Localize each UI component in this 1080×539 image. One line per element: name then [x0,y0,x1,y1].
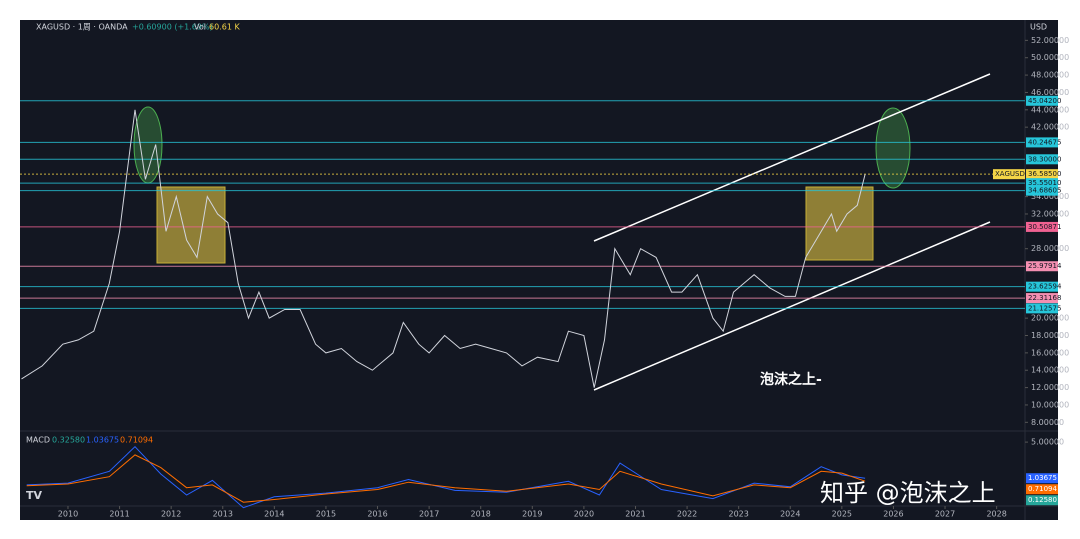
level-label: 40.24675 [1028,138,1061,146]
currency: USD [1030,23,1047,32]
drawings [20,73,1025,391]
level-tag [1026,221,1058,232]
level-label: 22.31168 [1028,294,1061,302]
y-tick-label: 14.00000 [1031,366,1069,375]
x-tick-label: 2022 [677,510,697,519]
value-tag-label: 0.71094 [1028,485,1057,493]
logo: TV [26,489,43,502]
level-label: 34.68605 [1028,187,1061,195]
legend-value: 1.03675 [86,436,119,445]
box [156,186,226,264]
x-tick-label: 2011 [109,510,129,519]
y-tick-label: 28.00000 [1031,244,1069,253]
x-tick-label: 2010 [58,510,78,519]
y-tick-label: 16.00000 [1031,348,1069,357]
value-tag-label: 0.12580 [1028,496,1057,504]
x-tick-label: 2012 [161,510,181,519]
level-label: 25.97914 [1028,262,1062,270]
x-tick-label: 2026 [883,510,903,519]
level-label: 23.62594 [1028,283,1062,291]
level-label: 30.50871 [1028,223,1061,231]
symbol: XAGUSD · 1周 · OANDA [36,23,128,32]
y-tick-label: 12.00000 [1031,383,1069,392]
level-tag [1026,154,1058,165]
volume-label: Vol [194,23,206,32]
y-tick-label: 32.00000 [1031,209,1069,218]
y-tick-label: 42.00000 [1031,123,1069,132]
y-tick-label: 34.00000 [1031,192,1069,201]
level-label: 35.55010 [1028,179,1061,187]
price-line [21,109,866,388]
level-tag [1026,281,1058,292]
change: +0.60900 (+1.69%) [132,23,213,32]
value-tag [1026,473,1058,484]
x-tick-label: 2027 [935,510,955,519]
level-tag [1026,293,1058,304]
volume: 60.61 K [209,23,240,32]
y-tick-label: 20.00000 [1031,314,1069,323]
value-tag-label: 1.03675 [1028,474,1057,482]
watermark: 知乎 @泡沫之上 [820,479,996,507]
panel [20,20,1058,520]
y-tick-label: 50.00000 [1031,53,1069,62]
y-tick-label: 46.00000 [1031,88,1069,97]
x-tick-label: 2025 [832,510,852,519]
box [805,186,874,261]
y-tick-label: 18.00000 [1031,331,1069,340]
value-tag [1026,495,1058,506]
y-tick-label: 48.00000 [1031,71,1069,80]
channel-line [593,73,991,242]
level-label: 38.30000 [1028,155,1061,163]
symbol-tag [993,169,1025,180]
x-tick-label: 2024 [780,510,800,519]
level-tag [1026,303,1058,314]
channel-line [593,221,991,391]
value-tag [1026,484,1058,495]
y-tick-label: 8.00000 [1031,418,1064,427]
level-tag [1026,178,1058,189]
x-tick-label: 2017 [419,510,439,519]
y-tick-label: 10.00000 [1031,400,1069,409]
x-tick-label: 2023 [728,510,748,519]
x-tick-label: 2019 [522,510,542,519]
level-tag [1026,169,1058,180]
legend-value: 0.71094 [120,436,153,445]
x-tick-label: 2014 [264,510,284,519]
level-tag [1026,261,1058,272]
x-tick-label: 2020 [574,510,594,519]
y-tick-label: 44.00000 [1031,105,1069,114]
x-tick-label: 2021 [625,510,645,519]
symbol-tag-label: XAGUSD [995,170,1025,178]
y-tick-label: 5.00000 [1031,438,1064,447]
level-label: 36.58500 [1028,170,1061,178]
x-tick-label: 2018 [471,510,491,519]
x-tick-label: 2028 [986,510,1006,519]
x-tick-label: 2016 [367,510,387,519]
legend-value: 0.32580 [52,436,85,445]
macd-title: MACD [26,436,50,445]
level-label: 21.12575 [1028,304,1061,312]
x-tick-label: 2013 [213,510,233,519]
price-line [26,454,866,503]
y-tick-label: 52.00000 [1031,36,1069,45]
level-tag [1026,137,1058,148]
level-label: 45.04200 [1028,97,1061,105]
x-tick-label: 2015 [316,510,336,519]
level-tag [1026,185,1058,196]
ellipse [875,107,911,189]
level-tag [1026,95,1058,106]
annotation: 泡沫之上- [760,371,822,388]
